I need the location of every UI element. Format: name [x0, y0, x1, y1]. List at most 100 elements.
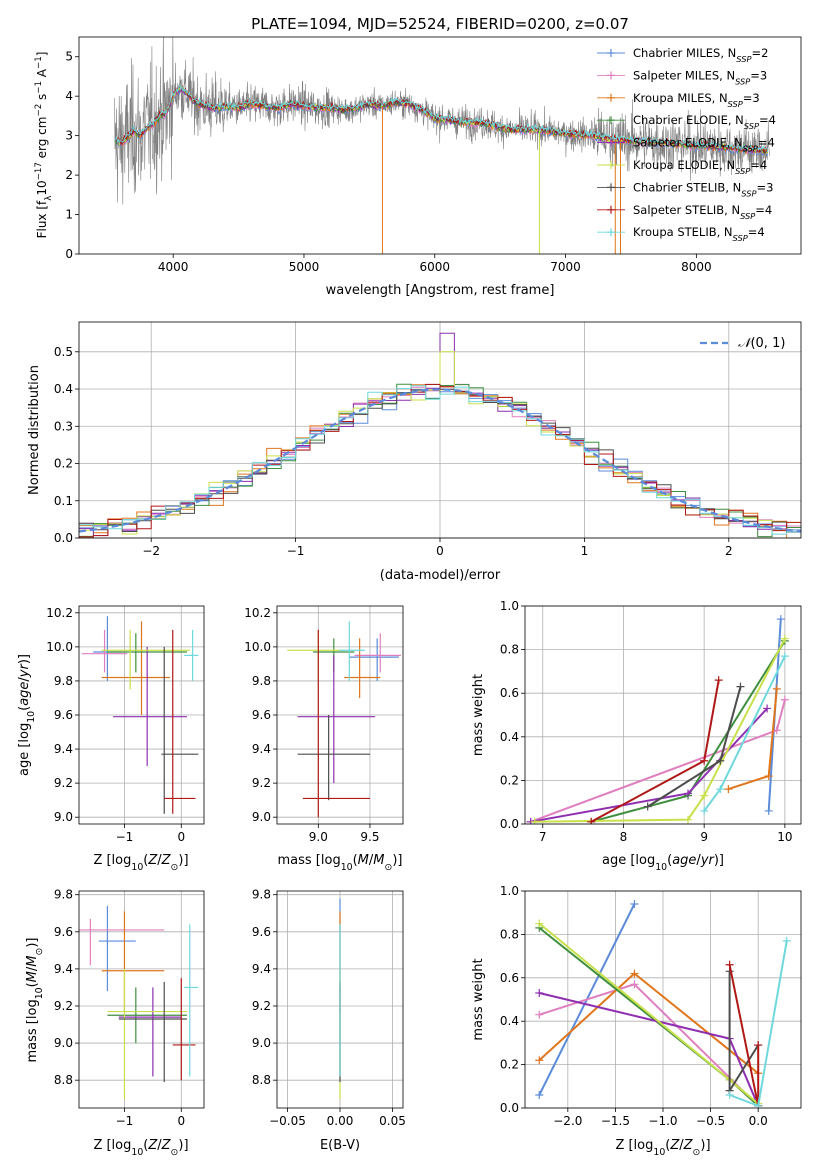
y-tick-label: 0: [65, 247, 73, 261]
label-part: Kroupa STELIB, N: [633, 225, 733, 239]
axes-frame: [524, 890, 802, 1109]
label-part: yr: [17, 662, 32, 678]
legend-label: Kroupa STELIB, NSSP=4: [633, 225, 765, 243]
y-tick-label: 10.2: [46, 606, 73, 620]
x-tick-label: 0: [436, 544, 444, 558]
legend-label: Salpeter MILES, NSSP=3: [633, 68, 767, 86]
label-part: SSP: [741, 188, 756, 198]
label-part: =3: [756, 180, 773, 194]
weight-line: [538, 927, 759, 1107]
label-part: =2: [751, 46, 768, 60]
y-tick-label: 9.4: [54, 962, 73, 976]
weight-marker: [714, 676, 723, 685]
legend-label: 𝒩(0, 1): [738, 336, 785, 351]
weight-marker: [535, 1056, 544, 1065]
y-tick-label: 2: [65, 168, 73, 182]
label-part: Salpeter MILES, N: [633, 68, 735, 82]
y-tick-label: 0.3: [54, 419, 73, 433]
axes-z-weight: −2.0 −1.5 −1.0 −0.5 0.0 0.0 0.2 0.4 0.6 0.8 1.0: [500, 884, 802, 1128]
weight-marker: [763, 704, 772, 713]
y-axis-label: Normed distribution: [27, 365, 42, 495]
y-tick-label: 0.2: [500, 773, 519, 787]
label-part: Z: [161, 853, 172, 868]
y-tick-label: 0.6: [500, 686, 519, 700]
x-tick-label: 0: [177, 830, 185, 844]
legend-label: Kroupa MILES, NSSP=3: [633, 91, 760, 109]
legend-label: Chabrier MILES, NSSP=2: [633, 46, 768, 64]
weight-marker: [725, 960, 734, 969]
label-part: (: [25, 982, 40, 987]
label-part: M: [373, 853, 384, 868]
model-spectrum-line: [115, 83, 769, 153]
weight-line: [534, 638, 786, 823]
label-part: λ: [44, 196, 54, 201]
y-tick-label: 8.8: [54, 1073, 73, 1087]
y-tick-label: 9.4: [252, 742, 271, 756]
label-part: (: [143, 1138, 148, 1153]
weight-marker: [772, 684, 781, 693]
axes-frame: [78, 605, 205, 825]
plot-area: [526, 615, 789, 824]
axes-frame: [78, 890, 205, 1109]
label-part: age [log: [602, 853, 655, 868]
weight-marker: [724, 785, 733, 794]
x-tick-label: −2: [142, 544, 160, 558]
normal-curve: [79, 388, 801, 533]
weight-marker: [780, 652, 789, 661]
y-tick-label: 9.6: [252, 708, 271, 722]
y-tick-label: 0.4: [54, 382, 73, 396]
label-part: 10: [35, 180, 49, 195]
y-tick-label: 9.0: [54, 810, 73, 824]
label-part: /: [696, 853, 701, 868]
label-part: −1: [34, 81, 44, 94]
x-tick-label: 2: [725, 544, 733, 558]
x-tick-label: 10: [777, 830, 792, 844]
weight-marker: [764, 806, 773, 815]
label-part: Z: [147, 853, 158, 868]
label-part: 10: [26, 711, 37, 723]
label-part: M: [358, 853, 369, 868]
weight-marker: [780, 634, 789, 643]
y-tick-label: 10.2: [244, 606, 271, 620]
plot-area: [114, 37, 770, 254]
label-part: )]: [178, 853, 188, 868]
y-axis-label: Flux [fλ10−17 erg cm−2 s−1 A−1]: [34, 52, 54, 239]
label-part: /: [157, 1138, 162, 1153]
label-part: Kroupa MILES, N: [633, 91, 728, 105]
histogram-step: [79, 385, 801, 535]
y-tick-label: 9.2: [54, 776, 73, 790]
label-part: Flux [f: [35, 200, 49, 238]
x-tick-label: −1.5: [601, 1114, 630, 1128]
x-axis-label: mass [log10(M/M⊙)]: [278, 853, 403, 873]
weight-marker: [754, 1041, 763, 1050]
label-part: ⊙: [171, 862, 179, 873]
y-tick-label: 9.8: [54, 674, 73, 688]
x-tick-label: −1: [116, 1114, 134, 1128]
label-part: SSP: [735, 166, 750, 176]
weight-marker: [772, 726, 781, 735]
label-part: s: [35, 94, 49, 104]
y-tick-label: 0.4: [500, 730, 519, 744]
x-axis-label: Z [log10(Z/Z⊙)]: [93, 1138, 188, 1158]
y-axis-label: mass weight: [471, 958, 486, 1040]
y-tick-label: 1.0: [500, 599, 519, 613]
weight-marker: [782, 936, 791, 945]
weight-marker: [700, 806, 709, 815]
legend-marker: [607, 93, 615, 102]
axes-frame: [78, 36, 802, 255]
label-part: =4: [748, 225, 765, 239]
x-tick-label: 9.5: [360, 830, 379, 844]
y-tick-label: 9.6: [252, 925, 271, 939]
weight-marker: [700, 791, 709, 800]
label-part: 10: [34, 987, 45, 999]
y-tick-label: 9.8: [252, 888, 271, 902]
y-tick-label: 9.2: [54, 999, 73, 1013]
label-part: SSP: [728, 99, 743, 109]
label-part: Z [log: [93, 853, 131, 868]
weight-marker: [535, 1010, 544, 1019]
weight-marker: [535, 1090, 544, 1099]
label-part: A: [35, 68, 49, 81]
y-tick-label: 3: [65, 129, 73, 143]
legend-label: Salpeter STELIB, NSSP=4: [633, 203, 772, 221]
